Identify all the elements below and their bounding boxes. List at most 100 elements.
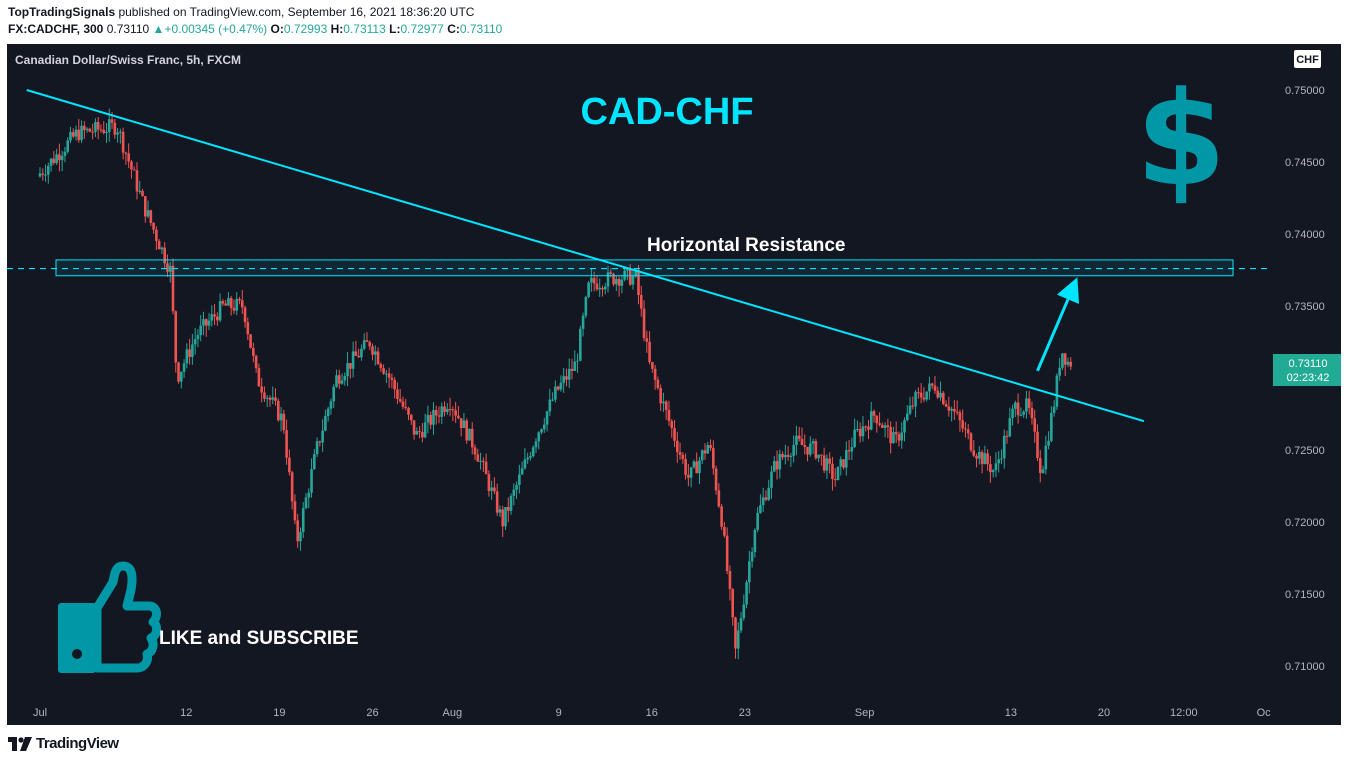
chart-panel[interactable]: 0.750000.745000.740000.735000.730000.725… [7, 44, 1341, 725]
candle-body [609, 272, 613, 274]
candle-body [307, 492, 311, 498]
currency-badge-label: CHF [1296, 54, 1319, 66]
candle-body [199, 325, 203, 336]
candle-body [601, 287, 604, 290]
open-value: 0.72993 [283, 22, 328, 36]
candle-body [637, 269, 640, 296]
candle-body [207, 320, 211, 326]
last-price-tag[interactable]: 0.73110 02:23:42 [1273, 354, 1341, 386]
candle-body [712, 448, 715, 469]
candle-body [185, 349, 189, 364]
candle-body [775, 461, 779, 470]
candle-body [853, 429, 856, 447]
candle-body [1055, 375, 1059, 407]
candle-body [914, 392, 917, 407]
candle-body [761, 497, 765, 506]
candle-body [83, 125, 86, 131]
candle-body [60, 155, 64, 161]
candle-body [662, 401, 665, 404]
candle-body [961, 420, 964, 429]
candle-body [706, 445, 710, 454]
downtrend-line[interactable] [26, 89, 1145, 423]
candle-body [664, 401, 668, 410]
candle-body [592, 277, 596, 284]
candle-body [454, 410, 457, 416]
footer-brand[interactable]: TradingView [8, 735, 119, 752]
candle-body [645, 338, 649, 342]
candle-body [429, 414, 432, 425]
publish-info: published on TradingView.com, September … [115, 5, 475, 19]
candle-body [182, 363, 186, 372]
candle-body [989, 464, 992, 473]
candle-body [288, 457, 291, 473]
candle-body [955, 411, 959, 413]
candle-body [928, 383, 931, 392]
candle-body [58, 154, 61, 161]
candle-body [917, 392, 920, 394]
candle-body [263, 392, 266, 399]
candle-body [393, 379, 396, 390]
candle-body [398, 399, 402, 402]
candle-body [958, 412, 962, 421]
candle-body [534, 441, 538, 448]
tradingview-brand-label: TradingView [36, 735, 119, 752]
candle-body [559, 382, 563, 390]
candle-body [509, 495, 513, 511]
candle-body [628, 269, 632, 285]
candle-body [49, 158, 53, 166]
candle-body [673, 428, 676, 441]
candle-body [235, 298, 239, 311]
y-tick-label: 0.75000 [1285, 85, 1325, 97]
candle-body [742, 604, 746, 619]
high-value: 0.73113 [343, 22, 386, 36]
candle-body [986, 453, 989, 465]
currency-badge[interactable]: CHF [1294, 50, 1321, 68]
candle-body [304, 497, 308, 509]
time-axis[interactable]: Jul 12 19 26 Aug 9 16 23 Sep 13 20 12:00 Oc [33, 707, 1271, 719]
candle-body [806, 446, 809, 455]
author-name[interactable]: TopTradingSignals [8, 5, 116, 19]
candle-body [994, 463, 998, 471]
candle-body [1036, 431, 1039, 459]
candle-body [518, 474, 521, 485]
candle-body [581, 315, 585, 329]
candle-body [196, 335, 200, 340]
candle-body [168, 265, 172, 272]
close-value: 0.73110 [459, 22, 503, 36]
candle-body [91, 131, 94, 133]
candle-body [678, 452, 682, 455]
candle-body [623, 270, 626, 280]
candle-body [141, 190, 144, 197]
candlestick-chart[interactable]: 0.750000.745000.740000.735000.730000.725… [7, 44, 1341, 725]
candle-body [784, 454, 787, 458]
candle-body [149, 210, 153, 223]
candle-body [69, 132, 72, 141]
candle-body [831, 463, 834, 480]
candle-body [1061, 353, 1064, 368]
candle-body [457, 415, 460, 419]
candle-body [443, 406, 446, 413]
candle-body [833, 479, 837, 481]
candle-body [684, 459, 687, 475]
candle-body [930, 383, 934, 386]
overlays-layer [7, 89, 1269, 423]
candle-body [495, 491, 499, 513]
candle-body [556, 386, 560, 390]
candle-body [1030, 407, 1034, 419]
candle-body [526, 457, 529, 460]
candle-body [728, 571, 732, 590]
candle-body [119, 131, 122, 133]
candle-body [146, 210, 150, 217]
candle-body [238, 298, 241, 301]
candle-body [260, 386, 263, 393]
candle-body [498, 509, 502, 513]
candle-body [759, 505, 762, 513]
x-tick-label: 12 [180, 707, 192, 719]
candle-body [285, 430, 288, 458]
candle-body [1058, 367, 1061, 376]
candle-body [864, 426, 868, 428]
resistance-zone[interactable] [55, 259, 1234, 277]
candle-body [764, 497, 768, 500]
candle-body [975, 455, 978, 459]
candle-body [1050, 412, 1053, 441]
